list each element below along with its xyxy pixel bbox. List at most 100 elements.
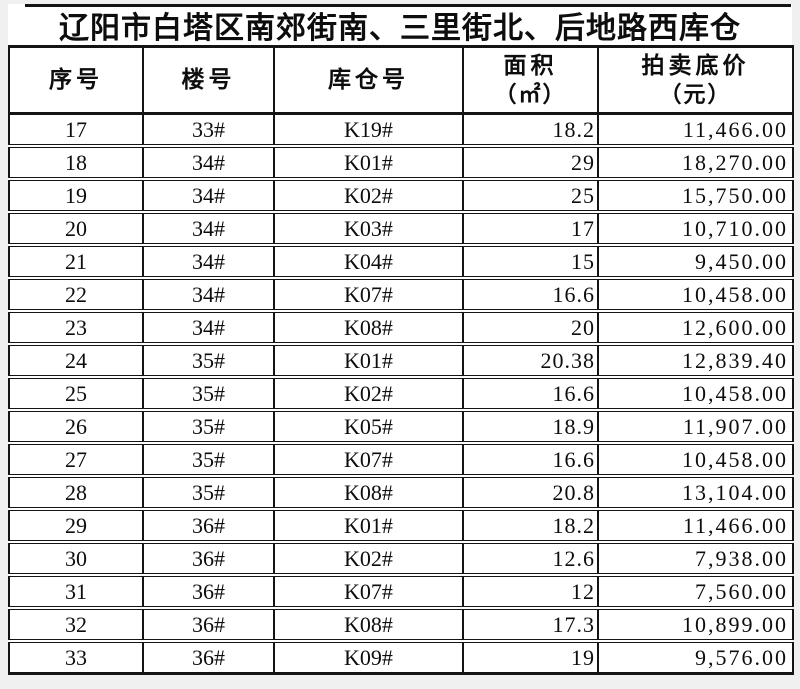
table-row: 19 34# K02# 25 15,750.00 xyxy=(8,177,794,214)
price-cell: 12,600.00 xyxy=(597,309,794,346)
table-row: 26 35# K05# 18.9 11,907.00 xyxy=(8,408,794,445)
serial-cell: 31 xyxy=(8,573,144,610)
area-cell: 25 xyxy=(462,177,599,214)
area-cell: 20.8 xyxy=(462,474,599,511)
area-cell: 17.3 xyxy=(462,606,599,643)
table-row: 30 36# K02# 12.6 7,938.00 xyxy=(8,540,794,577)
building-cell: 35# xyxy=(142,408,275,445)
column-header-label: 序号 xyxy=(49,67,103,93)
warehouse-cell: K08# xyxy=(273,606,464,643)
warehouse-cell: K01# xyxy=(273,144,464,181)
building-cell: 34# xyxy=(142,243,275,280)
price-cell: 18,270.00 xyxy=(597,144,794,181)
auction-table: 序号 楼号 库仓号 面积 （㎡） 拍卖底价 （元） 17 33# K19# 18.2 1… xyxy=(8,45,794,675)
area-cell: 18.9 xyxy=(462,408,599,445)
table-row: 27 35# K07# 16.6 10,458.00 xyxy=(8,441,794,478)
warehouse-cell: K07# xyxy=(273,441,464,478)
page-title: 辽阳市白塔区南郊街南、三里街北、后地路西库仓 xyxy=(8,4,792,45)
price-cell: 15,750.00 xyxy=(597,177,794,214)
price-cell: 10,710.00 xyxy=(597,210,794,247)
building-cell: 33# xyxy=(142,112,275,148)
serial-cell: 26 xyxy=(8,408,144,445)
warehouse-cell: K02# xyxy=(273,177,464,214)
table-row: 22 34# K07# 16.6 10,458.00 xyxy=(8,276,794,313)
table-row: 33 36# K09# 19 9,576.00 xyxy=(8,639,794,675)
title-top-border xyxy=(25,4,791,7)
price-cell: 13,104.00 xyxy=(597,474,794,511)
price-cell: 9,576.00 xyxy=(597,639,794,675)
warehouse-cell: K02# xyxy=(273,375,464,412)
table-row: 24 35# K01# 20.38 12,839.40 xyxy=(8,342,794,379)
column-header-price: 拍卖底价 （元） xyxy=(597,45,794,115)
warehouse-cell: K07# xyxy=(273,573,464,610)
area-cell: 20 xyxy=(462,309,599,346)
building-cell: 34# xyxy=(142,309,275,346)
building-cell: 35# xyxy=(142,474,275,511)
price-cell: 7,560.00 xyxy=(597,573,794,610)
column-header-unit: （元） xyxy=(659,81,732,107)
building-cell: 36# xyxy=(142,606,275,643)
building-cell: 34# xyxy=(142,144,275,181)
table-row: 32 36# K08# 17.3 10,899.00 xyxy=(8,606,794,643)
column-header-warehouse: 库仓号 xyxy=(273,45,464,115)
column-header-serial: 序号 xyxy=(8,45,144,115)
area-cell: 16.6 xyxy=(462,375,599,412)
table-row: 28 35# K08# 20.8 13,104.00 xyxy=(8,474,794,511)
price-cell: 7,938.00 xyxy=(597,540,794,577)
serial-cell: 33 xyxy=(8,639,144,675)
serial-cell: 25 xyxy=(8,375,144,412)
table-row: 23 34# K08# 20 12,600.00 xyxy=(8,309,794,346)
warehouse-cell: K02# xyxy=(273,540,464,577)
price-cell: 11,466.00 xyxy=(597,507,794,544)
column-header-area: 面积 （㎡） xyxy=(462,45,599,115)
building-cell: 34# xyxy=(142,177,275,214)
serial-cell: 22 xyxy=(8,276,144,313)
area-cell: 16.6 xyxy=(462,276,599,313)
worksheet: 辽阳市白塔区南郊街南、三里街北、后地路西库仓 序号 楼号 库仓号 面积 （㎡） xyxy=(8,4,794,675)
warehouse-cell: K01# xyxy=(273,342,464,379)
serial-cell: 21 xyxy=(8,243,144,280)
header-row: 序号 楼号 库仓号 面积 （㎡） 拍卖底价 （元） xyxy=(8,45,794,115)
table-body: 17 33# K19# 18.2 11,466.00 18 34# K01# 29 18,270.… xyxy=(8,112,794,675)
warehouse-cell: K03# xyxy=(273,210,464,247)
table-row: 25 35# K02# 16.6 10,458.00 xyxy=(8,375,794,412)
column-header-label: 库仓号 xyxy=(328,67,409,93)
price-cell: 10,458.00 xyxy=(597,276,794,313)
page-title-text: 辽阳市白塔区南郊街南、三里街北、后地路西库仓 xyxy=(59,11,741,45)
area-cell: 18.2 xyxy=(462,112,599,148)
table-row: 17 33# K19# 18.2 11,466.00 xyxy=(8,112,794,148)
warehouse-cell: K09# xyxy=(273,639,464,675)
serial-cell: 19 xyxy=(8,177,144,214)
building-cell: 34# xyxy=(142,276,275,313)
warehouse-cell: K08# xyxy=(273,309,464,346)
area-cell: 12 xyxy=(462,573,599,610)
column-header-label: 面积 xyxy=(503,52,558,78)
table-row: 20 34# K03# 17 10,710.00 xyxy=(8,210,794,247)
column-header-label: 楼号 xyxy=(181,67,236,93)
area-cell: 29 xyxy=(462,144,599,181)
warehouse-cell: K08# xyxy=(273,474,464,511)
serial-cell: 24 xyxy=(8,342,144,379)
serial-cell: 29 xyxy=(8,507,144,544)
warehouse-cell: K07# xyxy=(273,276,464,313)
area-cell: 12.6 xyxy=(462,540,599,577)
table-row: 29 36# K01# 18.2 11,466.00 xyxy=(8,507,794,544)
price-cell: 12,839.40 xyxy=(597,342,794,379)
column-header-building: 楼号 xyxy=(142,45,275,115)
serial-cell: 28 xyxy=(8,474,144,511)
area-cell: 19 xyxy=(462,639,599,675)
column-header-unit: （㎡） xyxy=(494,81,567,107)
table-row: 31 36# K07# 12 7,560.00 xyxy=(8,573,794,610)
price-cell: 10,899.00 xyxy=(597,606,794,643)
building-cell: 36# xyxy=(142,639,275,675)
area-cell: 20.38 xyxy=(462,342,599,379)
table-row: 21 34# K04# 15 9,450.00 xyxy=(8,243,794,280)
serial-cell: 23 xyxy=(8,309,144,346)
area-cell: 17 xyxy=(462,210,599,247)
area-cell: 15 xyxy=(462,243,599,280)
price-cell: 11,466.00 xyxy=(597,112,794,148)
serial-cell: 30 xyxy=(8,540,144,577)
area-cell: 18.2 xyxy=(462,507,599,544)
warehouse-cell: K01# xyxy=(273,507,464,544)
warehouse-cell: K05# xyxy=(273,408,464,445)
